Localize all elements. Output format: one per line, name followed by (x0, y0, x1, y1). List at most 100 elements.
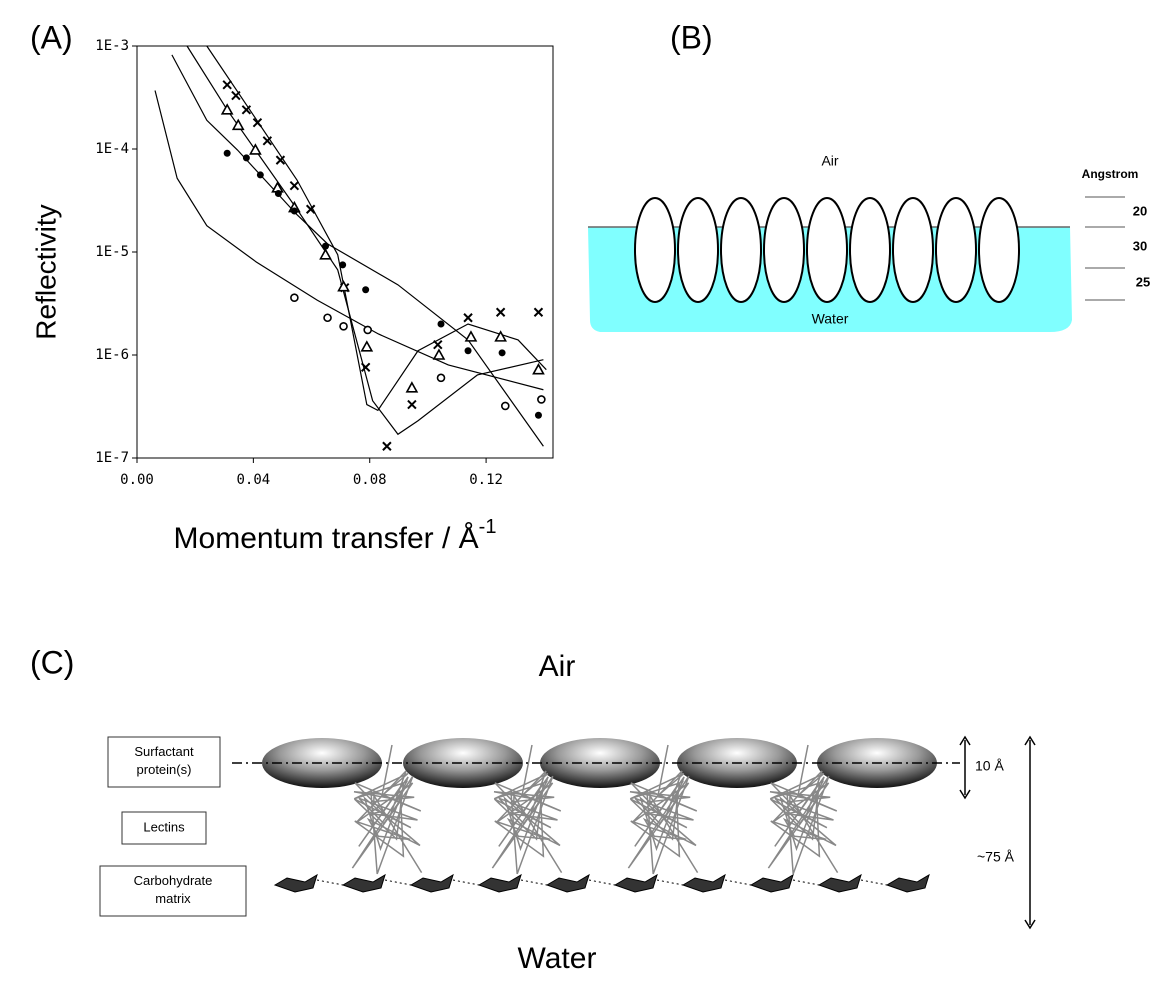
sugar (409, 873, 454, 893)
y-axis-label: Reflectivity (30, 204, 61, 339)
data-point (274, 189, 282, 197)
scale-title: Angstrom (1082, 167, 1139, 181)
plot-frame (136, 45, 554, 459)
x-axis-label: Momentum transfer / Å-1 (174, 516, 497, 555)
data-point (498, 349, 506, 357)
data-point (220, 103, 234, 115)
data-point (432, 348, 446, 360)
data-point (405, 381, 419, 393)
data-point (437, 320, 445, 328)
data-point (533, 307, 544, 317)
data-point (363, 325, 372, 335)
data-point (231, 90, 241, 101)
x-tick-label: 0.00 (120, 472, 154, 488)
linkage (588, 879, 616, 886)
data-point (322, 242, 330, 250)
data-point (495, 307, 506, 317)
data-point (464, 330, 478, 342)
data-point (436, 373, 446, 383)
data-point (463, 313, 473, 323)
data-point (323, 313, 332, 323)
data-point (362, 286, 370, 294)
data-point (337, 280, 350, 292)
fit-line (186, 45, 544, 436)
data-point (382, 441, 392, 451)
label-box (121, 811, 207, 845)
layer-label-line: Surfactant (134, 744, 194, 759)
data-point (360, 362, 371, 372)
linkage (452, 879, 480, 886)
sugar (749, 873, 794, 893)
layer-label-line: matrix (155, 891, 191, 906)
sugar (273, 873, 318, 893)
data-point (242, 154, 250, 162)
water-label: Water (812, 311, 849, 327)
linkage (724, 879, 752, 886)
scale-value: 20 (1133, 203, 1147, 218)
lectin (351, 744, 423, 875)
data-point (537, 395, 546, 404)
x-tick-label: 0.04 (237, 472, 271, 488)
data-point (289, 181, 300, 191)
water-label: Water (518, 942, 597, 975)
lectin (491, 744, 563, 875)
air-label: Air (821, 153, 838, 169)
sugar (681, 873, 726, 893)
fit-line (154, 90, 544, 391)
data-point (275, 155, 286, 165)
data-point (339, 321, 348, 331)
panel-label: (B) (670, 19, 713, 55)
y-tick-label: 1E-6 (95, 347, 129, 363)
x-tick-label: 0.08 (353, 472, 387, 488)
layer-label: Surfactant protein(s) (134, 744, 194, 777)
data-point (464, 347, 472, 355)
linkage (384, 879, 412, 886)
panel-label: (A) (30, 19, 73, 55)
x-axis-label-sup: -1 (479, 516, 497, 538)
data-point (339, 261, 347, 269)
air-label: Air (539, 650, 576, 683)
y-tick-label: 1E-3 (95, 38, 129, 54)
x-axis-label-main: Momentum transfer / Å (174, 522, 479, 555)
linkage (860, 879, 888, 886)
data-point (500, 401, 510, 411)
label-box (99, 865, 247, 917)
linkage (520, 879, 548, 886)
data-point (319, 248, 332, 260)
y-tick-label: 1E-7 (95, 450, 129, 466)
dimension-label: 10 Å (975, 758, 1004, 774)
data-point (534, 411, 542, 419)
data-point (360, 340, 374, 352)
layer-label-line: protein(s) (137, 762, 192, 777)
y-tick-label: 1E-5 (95, 244, 129, 260)
data-point (290, 293, 299, 303)
fit-line (206, 45, 547, 412)
data-point (223, 149, 231, 157)
sugar (477, 873, 522, 893)
linkage (316, 879, 344, 886)
sugar (817, 873, 862, 893)
data-point (256, 171, 264, 179)
sugar (545, 873, 590, 893)
scale-value: 25 (1136, 274, 1150, 289)
scale-value: 30 (1133, 238, 1147, 253)
sugar (341, 873, 386, 893)
data-point (231, 118, 245, 131)
data-point (433, 339, 443, 350)
sugar (885, 873, 930, 893)
data-point (305, 204, 316, 214)
y-tick-label: 1E-4 (95, 141, 129, 157)
dimension-arrows (959, 735, 1036, 930)
molecules (634, 197, 1020, 303)
dimension-label: ~75 Å (977, 849, 1015, 865)
layer-label-line: Carbohydrate (134, 873, 213, 888)
lectin (627, 744, 699, 875)
protein-layer (262, 738, 937, 893)
layer-label: Carbohydrate matrix (134, 873, 213, 906)
protein (403, 738, 523, 788)
data-point (241, 105, 252, 115)
lectin (767, 744, 839, 875)
panel-label: (C) (30, 644, 74, 680)
data-point (222, 80, 232, 90)
